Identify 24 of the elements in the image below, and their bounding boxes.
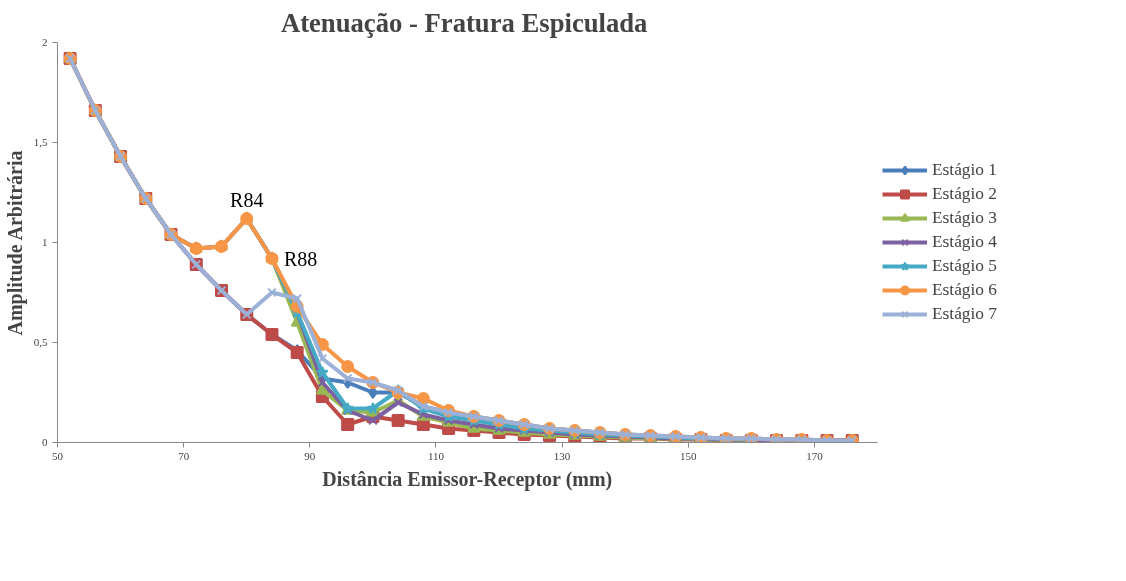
x-axis-title: Distância Emissor-Receptor (mm)	[322, 467, 613, 491]
x-tick-label: 130	[553, 449, 571, 462]
y-axis-title: Amplitude Arbitrária	[3, 150, 27, 336]
legend-label: Estágio 3	[932, 208, 997, 228]
x-tick-label: 50	[52, 449, 64, 462]
legend-label: Estágio 6	[932, 280, 997, 300]
x-tick-label: 90	[304, 449, 316, 462]
annotation: R88	[283, 247, 318, 270]
y-tick-label: 1,5	[33, 136, 48, 148]
y-tick-label: 0	[42, 436, 48, 448]
y-tick-label: 2	[42, 36, 48, 48]
legend-label: Estágio 5	[932, 256, 997, 276]
legend-label: Estágio 4	[932, 232, 997, 252]
x-tick-label: 150	[680, 449, 698, 462]
y-tick-label: 1	[42, 236, 48, 248]
x-tick-label: 170	[806, 449, 824, 462]
legend-label: Estágio 1	[932, 160, 997, 180]
legend-label: Estágio 7	[932, 304, 997, 324]
legend-label: Estágio 2	[932, 184, 997, 204]
chart-title: Atenuação - Fratura Espiculada	[280, 7, 648, 38]
y-tick-label: 0,5	[33, 336, 48, 348]
annotation: R84	[230, 188, 264, 211]
x-tick-label: 110	[427, 449, 445, 462]
x-tick-label: 70	[178, 449, 190, 462]
